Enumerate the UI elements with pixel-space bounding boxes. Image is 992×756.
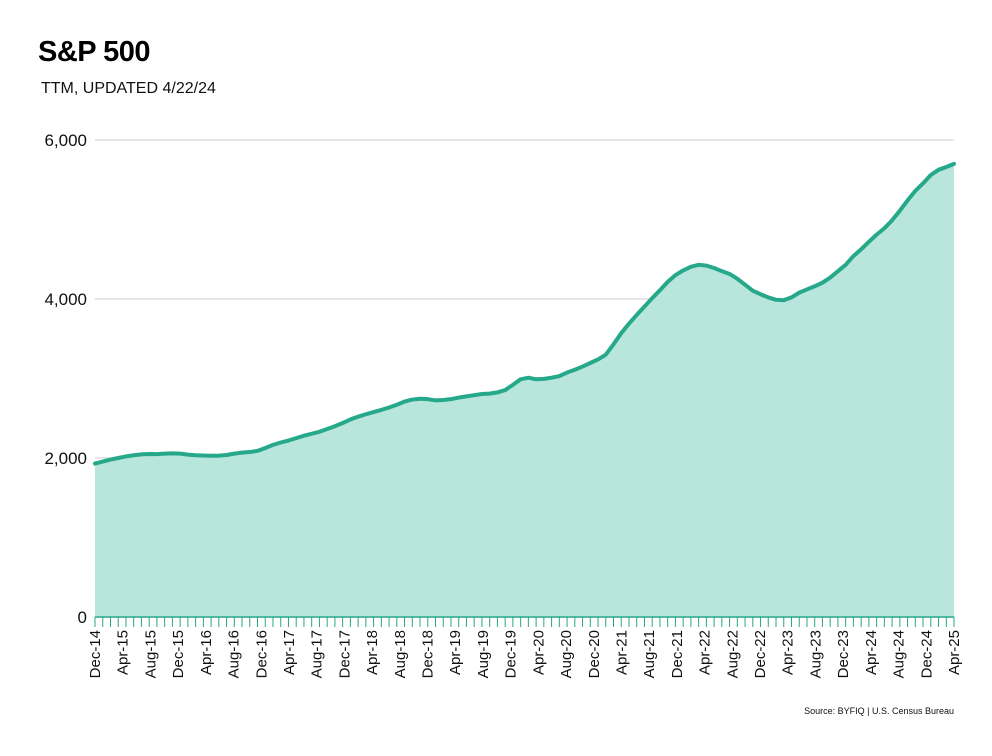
x-axis-labels: Dec-14 Apr-15 Aug-15 Dec-15 Apr-16 Aug-16 Dec-… <box>87 630 963 678</box>
x-tick-label: Aug-22 <box>724 630 741 678</box>
x-tick-label: Apr-18 <box>364 630 381 675</box>
series-line <box>93 161 956 466</box>
x-tick-label: Aug-15 <box>142 630 159 678</box>
x-tick-label: Apr-19 <box>447 630 464 675</box>
y-axis: 0 2,000 4,000 6,000 <box>44 131 87 627</box>
x-tick-label: Aug-16 <box>226 630 243 678</box>
x-tick-label: Dec-20 <box>586 630 603 678</box>
x-tick-label: Dec-15 <box>170 630 187 678</box>
x-tick-label: Dec-16 <box>253 630 270 678</box>
x-tick-label: Apr-22 <box>697 630 714 675</box>
chart-subtitle: TTM, UPDATED 4/22/24 <box>41 80 216 97</box>
source-note: Source: BYFIQ | U.S. Census Bureau <box>804 706 954 716</box>
x-tick-label: Apr-23 <box>780 630 797 675</box>
x-tick-label: Apr-20 <box>530 630 547 675</box>
series-area <box>95 163 954 617</box>
x-tick-label: Dec-14 <box>87 630 104 678</box>
x-tick-label: Dec-24 <box>918 630 935 678</box>
x-tick-label: Aug-17 <box>309 630 326 678</box>
x-tick-label: Aug-24 <box>891 630 908 678</box>
x-tick-label: Apr-21 <box>613 630 630 675</box>
x-tick-label: Aug-23 <box>807 630 824 678</box>
y-tick-label: 6,000 <box>44 131 87 150</box>
x-tick-label: Aug-20 <box>558 630 575 678</box>
x-tick-label: Dec-22 <box>752 630 769 678</box>
x-tick-label: Aug-21 <box>641 630 658 678</box>
y-tick-label: 4,000 <box>44 290 87 309</box>
x-tick-label: Dec-19 <box>503 630 520 678</box>
x-tick-label: Aug-18 <box>392 630 409 678</box>
x-tick-label: Apr-24 <box>863 630 880 675</box>
chart-title: S&P 500 <box>38 36 151 68</box>
y-tick-label: 2,000 <box>44 449 87 468</box>
x-tick-label: Apr-25 <box>946 630 963 675</box>
x-tick-label: Dec-23 <box>835 630 852 678</box>
x-tick-label: Dec-17 <box>336 630 353 678</box>
x-tick-label: Dec-21 <box>669 630 686 678</box>
x-axis <box>94 616 955 627</box>
x-tick-label: Dec-18 <box>420 630 437 678</box>
y-tick-label: 0 <box>78 608 87 627</box>
x-tick-label: Aug-19 <box>475 630 492 678</box>
x-tick-label: Apr-15 <box>115 630 132 675</box>
x-tick-label: Apr-17 <box>281 630 298 675</box>
x-tick-label: Apr-16 <box>198 630 215 675</box>
